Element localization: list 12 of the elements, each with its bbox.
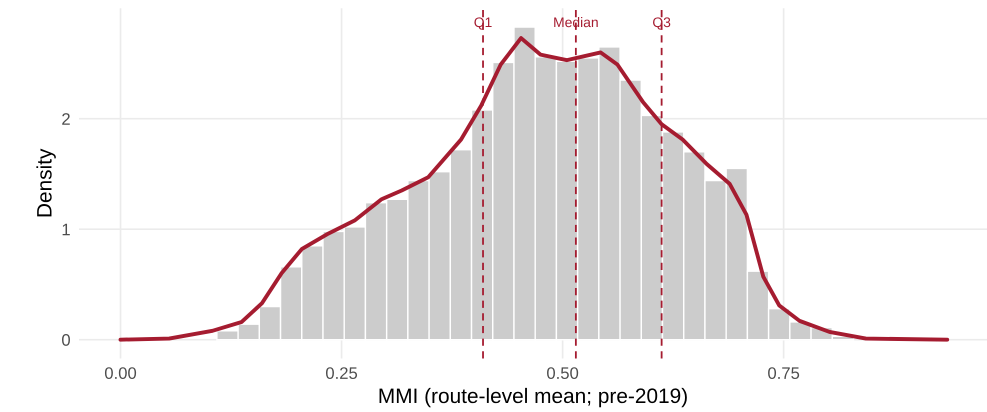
- y-tick-label: 2: [62, 113, 70, 125]
- x-axis-title: MMI (route-level mean; pre-2019): [380, 388, 687, 408]
- y-tick-label: 1: [62, 224, 70, 236]
- ref-line-label: Q1: [474, 17, 492, 30]
- x-tick-label: 0.75: [768, 367, 800, 380]
- x-tick-label: 0.25: [326, 367, 358, 380]
- x-tick-label: 0.50: [547, 367, 578, 380]
- x-tick-label: 0.00: [104, 367, 136, 380]
- ref-line-label: Q3: [653, 17, 670, 30]
- y-axis-title: Density: [36, 148, 56, 216]
- y-tick-label: 0: [62, 334, 70, 346]
- ref-line-label: Median: [554, 16, 598, 28]
